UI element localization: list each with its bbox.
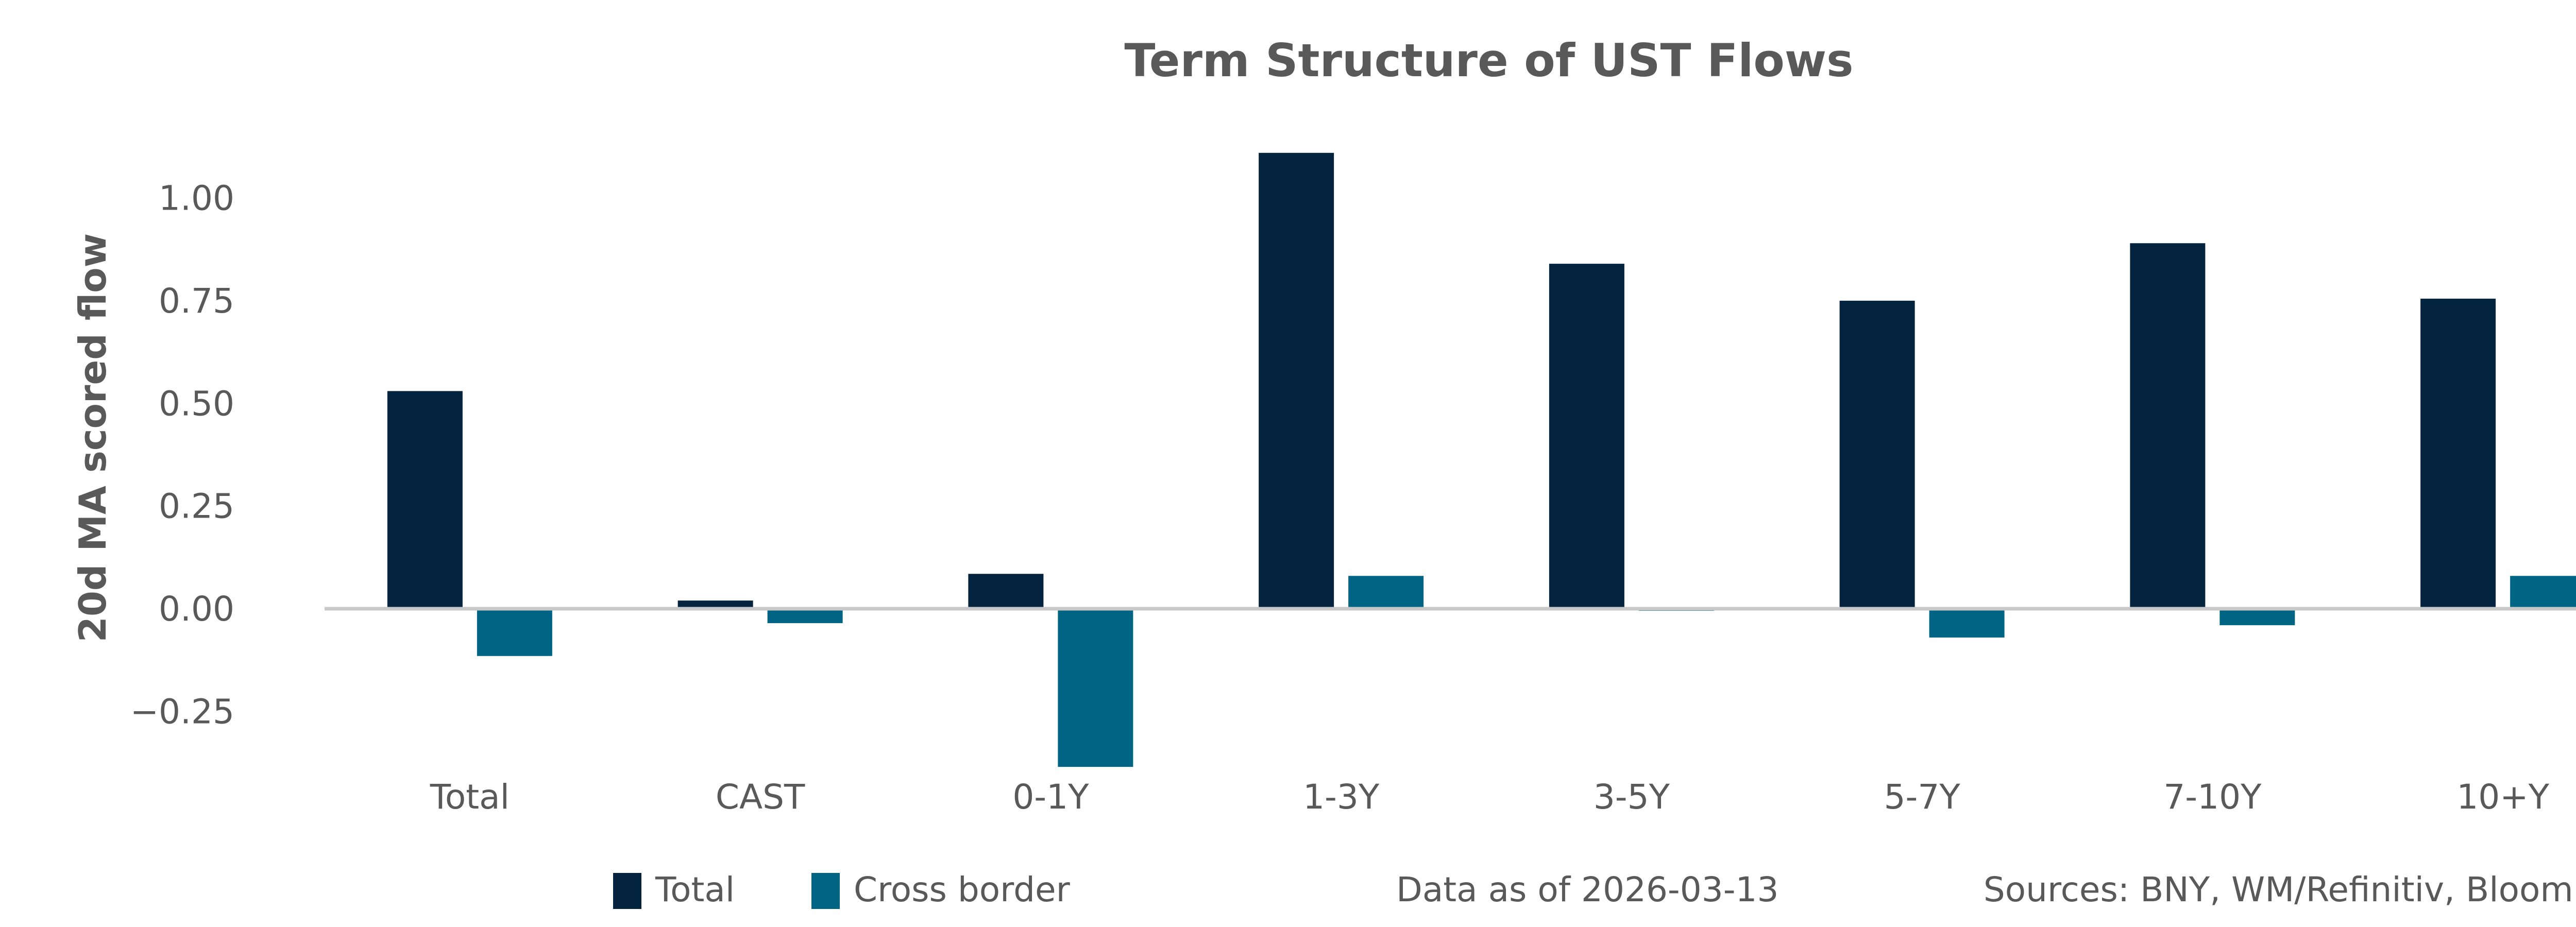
y-tick-label: −0.25 xyxy=(130,692,234,731)
y-tick-label: 0.75 xyxy=(159,281,234,321)
x-tick-label: 5-7Y xyxy=(1884,777,1961,817)
x-tick-label: Total xyxy=(430,777,510,817)
bar-total-0-1y xyxy=(968,574,1044,609)
x-axis-ticks: Total CAST 0-1Y 1-3Y 3-5Y 5-7Y 7-10Y 10+Y xyxy=(430,777,2550,817)
x-tick-label: 3-5Y xyxy=(1594,777,1670,817)
y-tick-label: 1.00 xyxy=(159,179,234,218)
bar-total-cast xyxy=(677,600,753,609)
y-tick-label: 0.50 xyxy=(159,384,234,423)
y-axis-label: 20d MA scored flow xyxy=(71,233,114,643)
y-tick-label: 0.25 xyxy=(159,487,234,526)
x-tick-label: 1-3Y xyxy=(1303,777,1380,817)
bar-total-total xyxy=(387,391,463,609)
bar-cross-border-cast xyxy=(767,609,843,623)
bar-cross-border-5-7y xyxy=(1929,609,2005,638)
y-axis-ticks: −0.25 0.00 0.25 0.50 0.75 1.00 xyxy=(130,179,234,732)
bar-cross-border-0-1y xyxy=(1058,609,1133,767)
bar-total-10-y xyxy=(2420,298,2496,609)
chart-title: Term Structure of UST Flows xyxy=(1124,34,1853,87)
sources-note: Sources: BNY, WM/Refinitiv, Bloomberg xyxy=(1984,870,2576,909)
bar-total-1-3y xyxy=(1259,152,1334,609)
x-tick-label: 0-1Y xyxy=(1012,777,1089,817)
legend-label: Cross border xyxy=(854,870,1071,909)
bar-cross-border-7-10y xyxy=(2219,609,2295,625)
y-tick-label: 0.00 xyxy=(159,589,234,629)
bar-cross-border-10-y xyxy=(2510,576,2576,609)
legend-swatch-cross-border xyxy=(811,873,840,909)
bar-cross-border-1-3y xyxy=(1348,576,1424,609)
bars xyxy=(387,152,2576,767)
legend-label: Total xyxy=(655,870,735,909)
x-tick-label: 10+Y xyxy=(2456,777,2549,817)
legend-swatch-total xyxy=(613,873,641,909)
bar-total-7-10y xyxy=(2130,243,2206,609)
x-tick-label: CAST xyxy=(716,777,805,817)
data-as-of-note: Data as of 2026-03-13 xyxy=(1396,870,1779,909)
x-tick-label: 7-10Y xyxy=(2163,777,2262,817)
bar-total-5-7y xyxy=(1839,300,1915,609)
legend: Total Cross border xyxy=(613,870,1071,909)
bar-cross-border-total xyxy=(477,609,552,656)
bar-total-3-5y xyxy=(1549,264,1624,609)
